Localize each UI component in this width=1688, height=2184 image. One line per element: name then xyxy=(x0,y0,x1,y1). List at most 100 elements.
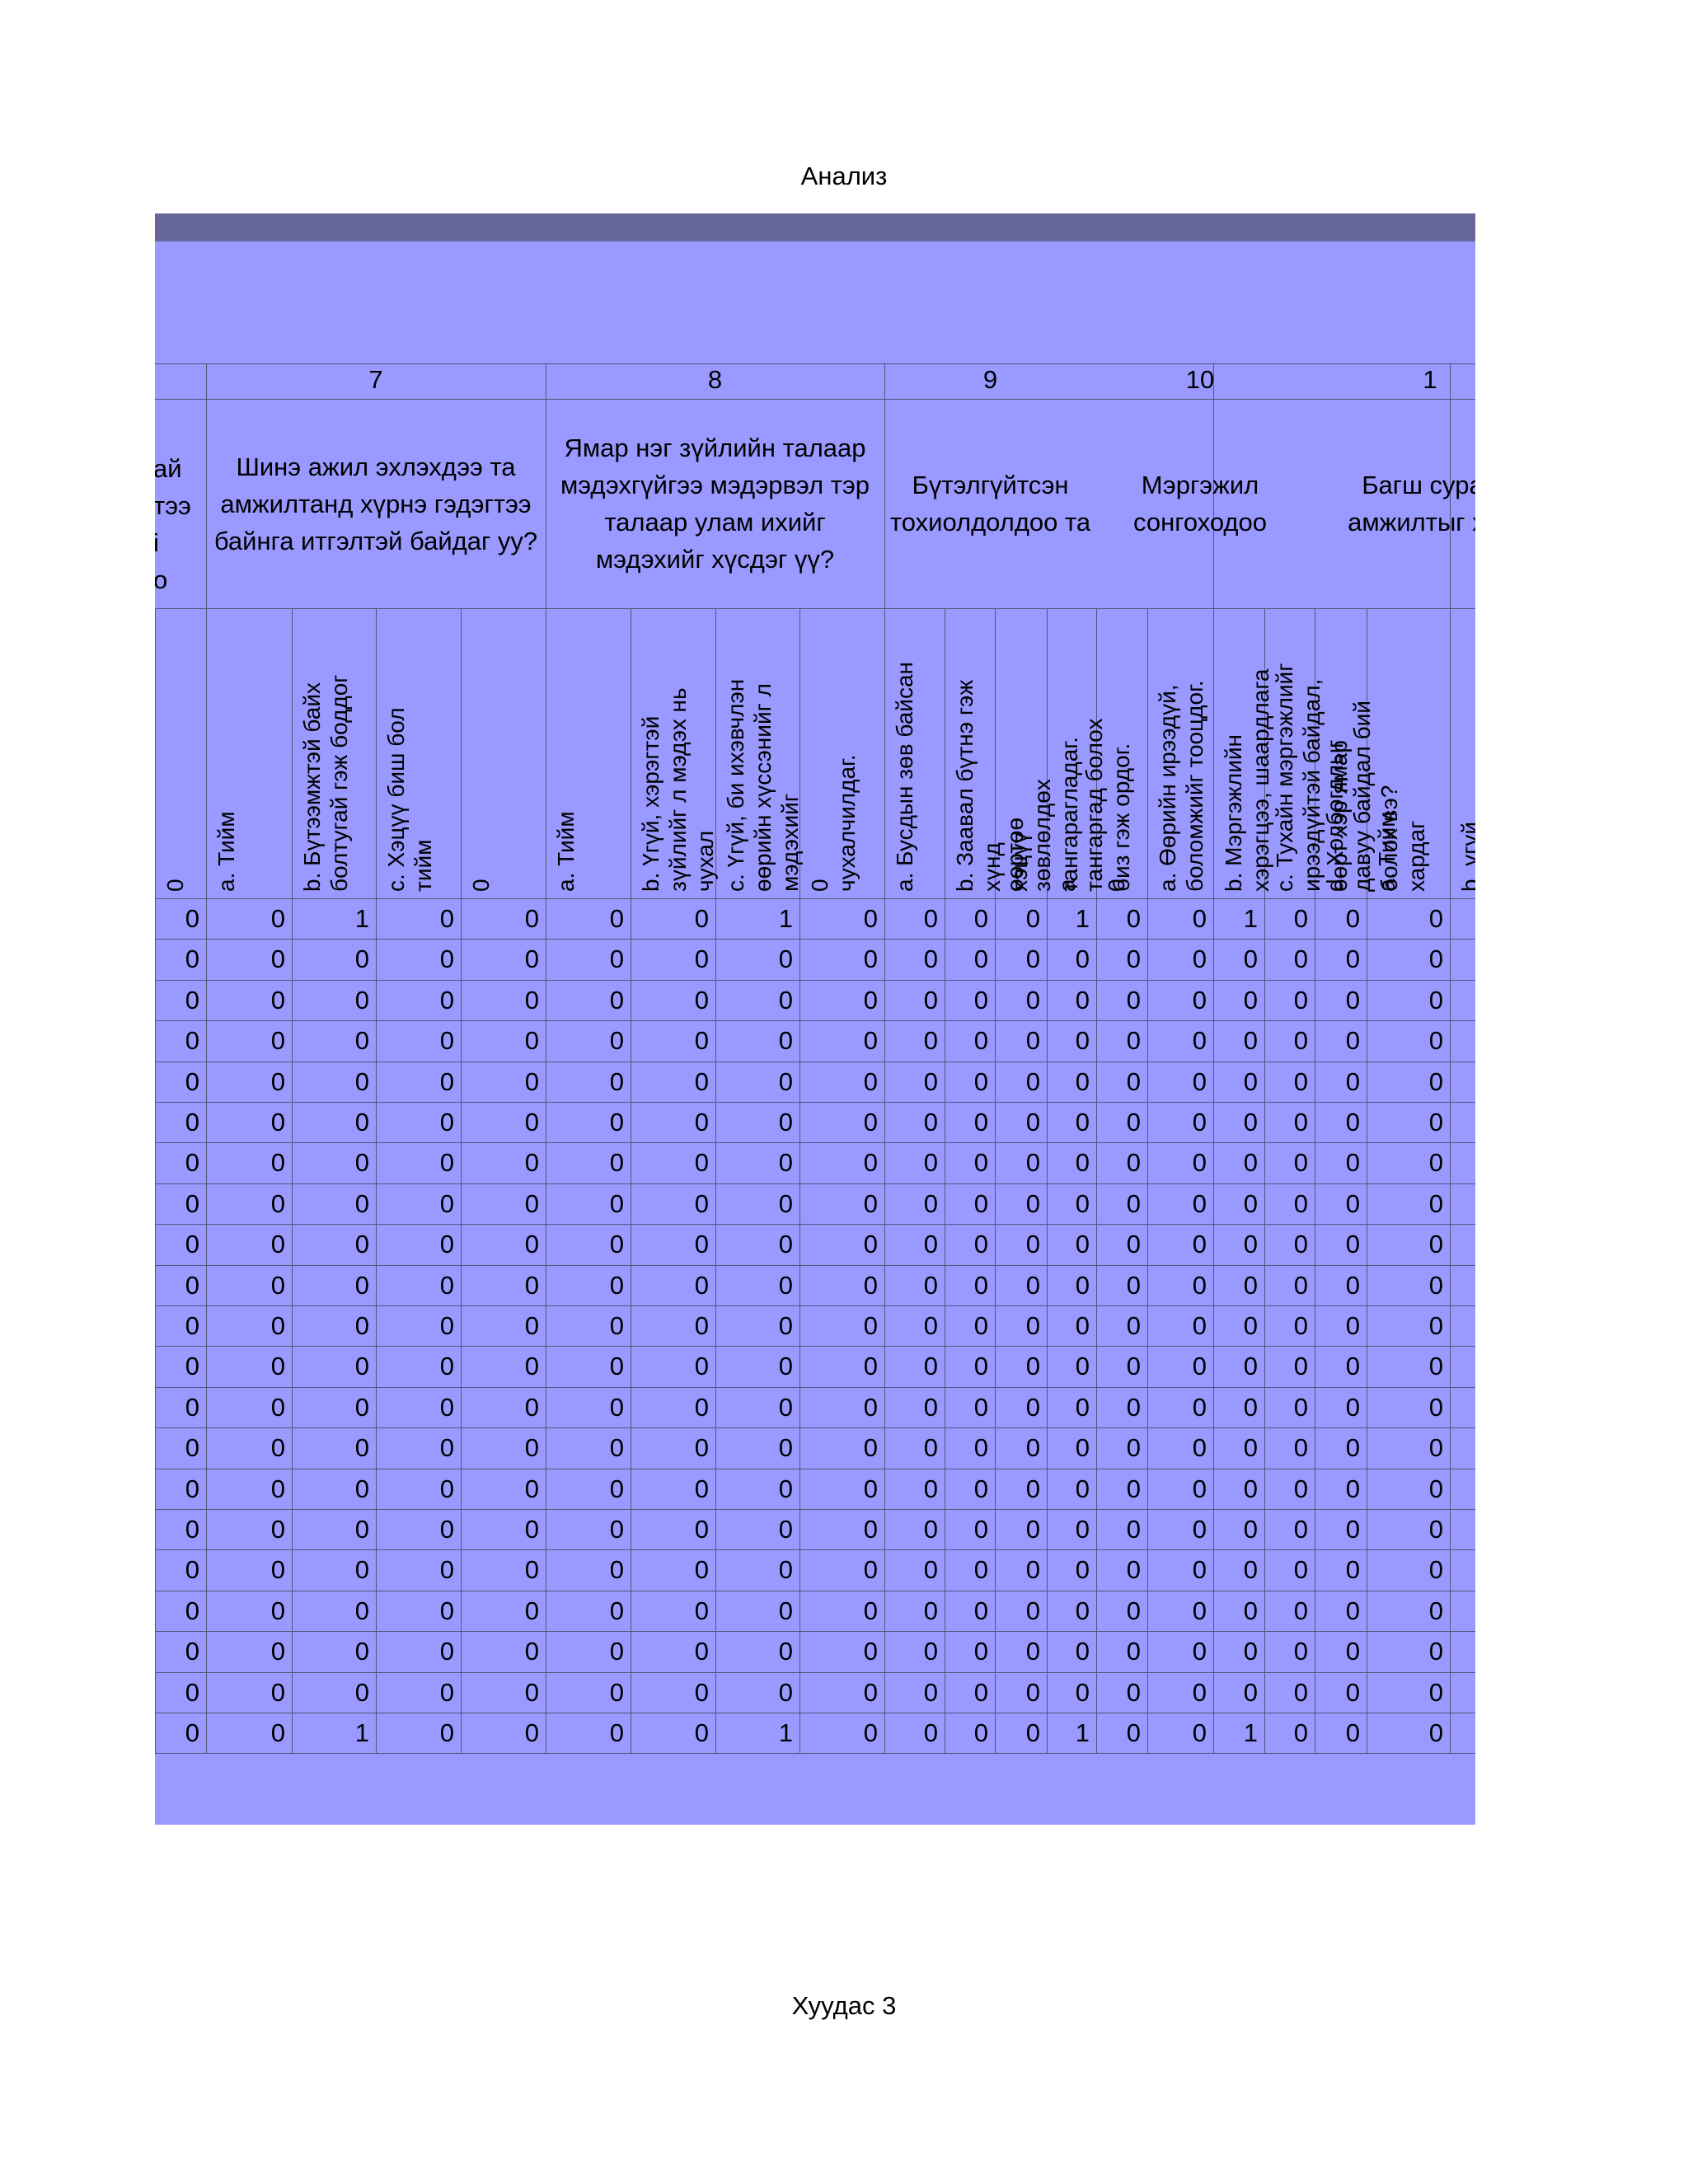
table-cell: 0 xyxy=(973,1555,988,1585)
table-cell: 0 xyxy=(778,1311,793,1340)
grid-line-h xyxy=(155,1671,1475,1673)
table-cell: 0 xyxy=(270,1433,285,1463)
table-cell: 0 xyxy=(354,944,369,974)
table-cell: 0 xyxy=(694,1433,709,1463)
question-text: Багш сурал амжилтыг хэл xyxy=(1348,471,1475,537)
grid-line-v xyxy=(799,608,800,1754)
table-cell: 0 xyxy=(1192,944,1207,974)
grid-line-h xyxy=(155,1427,1475,1429)
table-cell: 0 xyxy=(524,1637,539,1666)
table-cell: 0 xyxy=(1293,1026,1308,1056)
table-cell: 0 xyxy=(1192,1108,1207,1137)
table-cell: 0 xyxy=(923,1352,938,1381)
table-cell: 0 xyxy=(694,1230,709,1259)
table-cell: 0 xyxy=(1025,1515,1040,1544)
grid-line-v xyxy=(206,608,207,1754)
table-cell: 0 xyxy=(185,1066,199,1096)
table-cell: 1 xyxy=(1243,1718,1258,1747)
table-cell: 0 xyxy=(609,1352,624,1381)
table-cell: 0 xyxy=(609,1474,624,1503)
table-cell: 0 xyxy=(1192,904,1207,933)
table-cell: 0 xyxy=(185,1108,199,1137)
table-cell: 0 xyxy=(185,1637,199,1666)
table-cell: 0 xyxy=(1025,944,1040,974)
question-text: Шинэ ажил эхлэхдээ та амжилтанд хүрнэ гэ… xyxy=(213,452,538,555)
table-cell: 0 xyxy=(270,1555,285,1585)
table-cell: 1 xyxy=(1075,904,1090,933)
table-cell: 0 xyxy=(778,985,793,1015)
table-cell: 0 xyxy=(1345,944,1360,974)
table-cell: 0 xyxy=(439,1108,454,1137)
table-cell: 0 xyxy=(778,1188,793,1218)
table-cell: 0 xyxy=(1192,1352,1207,1381)
table-cell: 0 xyxy=(694,1637,709,1666)
grid-line-v xyxy=(1213,363,1214,608)
table-cell: 0 xyxy=(694,985,709,1015)
table-cell: 0 xyxy=(863,1311,878,1340)
table-cell: 0 xyxy=(923,1637,938,1666)
table-cell: 0 xyxy=(973,1108,988,1137)
table-cell: 0 xyxy=(973,1433,988,1463)
table-cell: 0 xyxy=(1075,1148,1090,1178)
table-cell: 0 xyxy=(1243,1026,1258,1056)
grid-line-h xyxy=(155,608,1475,609)
table-cell: 0 xyxy=(609,1596,624,1625)
table-cell: 0 xyxy=(973,1515,988,1544)
table-cell: 0 xyxy=(1293,1230,1308,1259)
table-cell: 0 xyxy=(609,1311,624,1340)
table-cell: 0 xyxy=(609,1555,624,1585)
table-cell: 0 xyxy=(609,1026,624,1056)
table-cell: 0 xyxy=(1293,1311,1308,1340)
option-label: a. Бусдын зөв байсан xyxy=(892,662,917,892)
table-cell: 0 xyxy=(973,1596,988,1625)
table-cell: 0 xyxy=(1293,1392,1308,1422)
table-cell: 0 xyxy=(923,1270,938,1300)
grid-line-h xyxy=(155,1020,1475,1022)
question-number: 1 xyxy=(1423,365,1437,394)
table-cell: 0 xyxy=(1025,1718,1040,1747)
table-cell: 0 xyxy=(439,1515,454,1544)
table-cell: 0 xyxy=(270,985,285,1015)
table-cell: 0 xyxy=(1126,1677,1141,1707)
table-cell: 0 xyxy=(694,1270,709,1300)
table-cell: 0 xyxy=(1243,1230,1258,1259)
table-cell: 0 xyxy=(923,1108,938,1137)
table-cell: 0 xyxy=(439,1596,454,1625)
table-cell: 0 xyxy=(778,1148,793,1178)
table-cell: 0 xyxy=(1126,1637,1141,1666)
grid-line-h xyxy=(155,363,1475,364)
table-cell: 0 xyxy=(609,1066,624,1096)
sheet-top-bar xyxy=(155,213,1475,241)
table-cell: 0 xyxy=(439,985,454,1015)
table-cell: 0 xyxy=(524,1392,539,1422)
table-cell: 0 xyxy=(185,1555,199,1585)
table-cell: 0 xyxy=(1075,1311,1090,1340)
table-cell: 0 xyxy=(524,1148,539,1178)
table-cell: 1 xyxy=(778,904,793,933)
table-cell: 0 xyxy=(1243,1352,1258,1381)
table-cell: 0 xyxy=(524,1026,539,1056)
table-cell: 0 xyxy=(1345,1108,1360,1137)
table-cell: 0 xyxy=(778,1637,793,1666)
option-label: a. Тийм xyxy=(1374,811,1400,892)
table-cell: 0 xyxy=(1126,1596,1141,1625)
grid-line-v xyxy=(461,608,462,1754)
table-cell: 1 xyxy=(354,1718,369,1747)
table-cell: 0 xyxy=(694,1108,709,1137)
table-cell: 0 xyxy=(185,1515,199,1544)
table-cell: 0 xyxy=(1025,1555,1040,1585)
table-cell: 0 xyxy=(354,1311,369,1340)
table-cell: 0 xyxy=(1126,1474,1141,1503)
table-cell: 0 xyxy=(694,1718,709,1747)
table-cell: 0 xyxy=(1243,1270,1258,1300)
table-cell: 0 xyxy=(694,1352,709,1381)
table-cell: 0 xyxy=(1243,1433,1258,1463)
table-cell: 0 xyxy=(923,1148,938,1178)
table-cell: 0 xyxy=(1293,1108,1308,1137)
table-cell: 0 xyxy=(1075,1677,1090,1707)
table-cell: 0 xyxy=(1126,1311,1141,1340)
table-cell: 0 xyxy=(1075,1230,1090,1259)
table-cell: 0 xyxy=(694,1026,709,1056)
table-cell: 0 xyxy=(863,944,878,974)
table-cell: 0 xyxy=(863,1555,878,1585)
